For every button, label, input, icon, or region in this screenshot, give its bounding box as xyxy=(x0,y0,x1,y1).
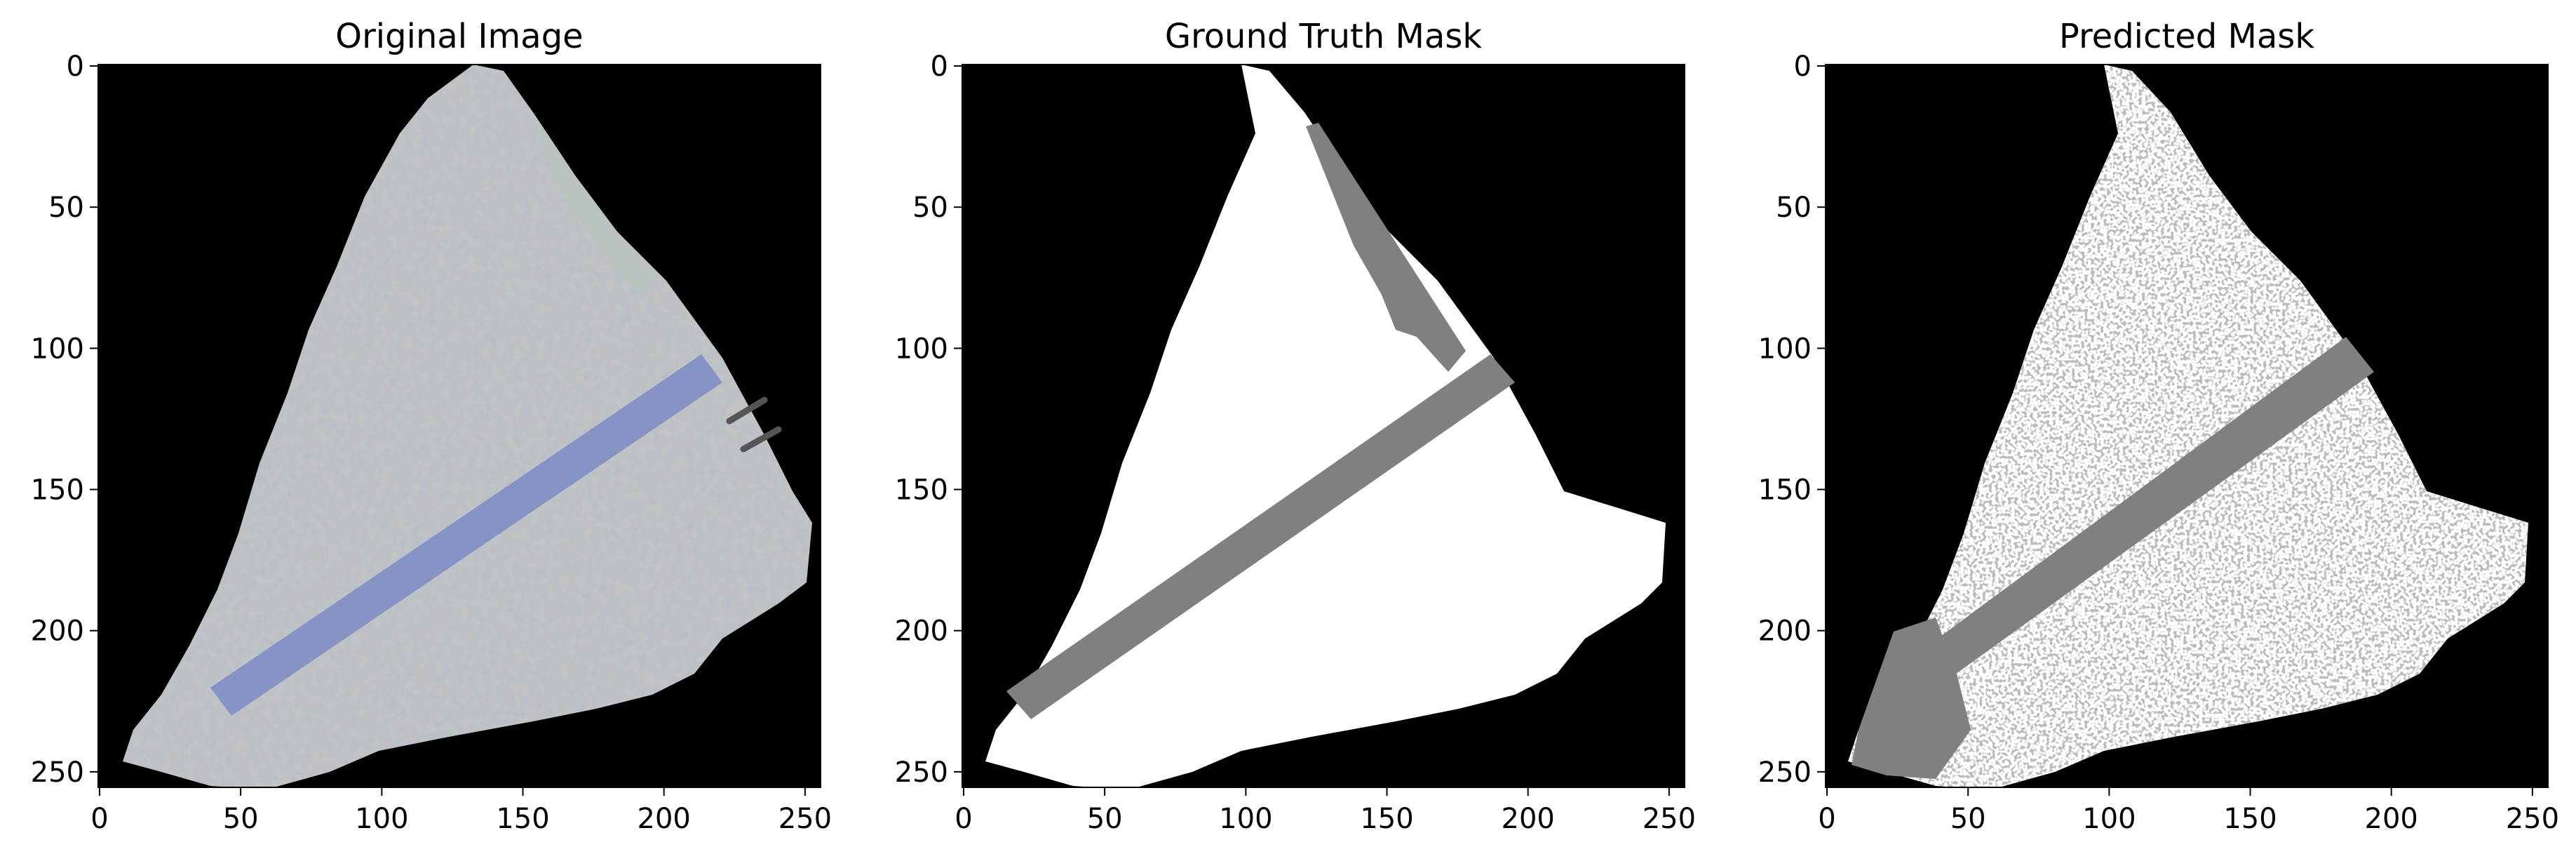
x-tick-label: 200 xyxy=(1502,803,1555,835)
y-tick-label: 150 xyxy=(1758,474,1812,507)
x-tick-label: 50 xyxy=(1087,803,1123,835)
y-tick-label: 200 xyxy=(895,615,948,648)
axes-frame xyxy=(962,64,1685,788)
x-tick-label: 50 xyxy=(223,803,259,835)
mask-gray-edge xyxy=(1306,123,1466,372)
y-tick-label: 50 xyxy=(1776,192,1812,224)
x-tick-label: 250 xyxy=(2506,803,2559,835)
x-axis: 0 50 100 150 200 250 xyxy=(955,787,1696,835)
ink-mark-1 xyxy=(726,396,768,425)
axes-frame xyxy=(97,64,821,788)
image-area xyxy=(98,65,821,787)
x-tick-label: 100 xyxy=(2082,803,2136,835)
mask-gray-tape xyxy=(1006,354,1515,719)
blue-tape-strip xyxy=(210,354,722,716)
x-tick-label: 200 xyxy=(638,803,691,835)
y-tick-label: 250 xyxy=(1758,756,1812,789)
y-tick-label: 0 xyxy=(931,51,948,83)
y-tick-label: 100 xyxy=(1758,333,1812,365)
mask-gray-corner xyxy=(1852,618,1971,779)
x-tick-label: 0 xyxy=(1818,803,1835,835)
y-axis: 0 50 100 150 200 250 xyxy=(895,51,962,789)
y-tick-label: 200 xyxy=(1758,615,1812,648)
y-tick-label: 50 xyxy=(912,192,948,224)
mask-gray-tape xyxy=(1890,337,2374,709)
y-tick-label: 100 xyxy=(895,333,948,365)
x-tick-label: 150 xyxy=(496,803,549,835)
image-area xyxy=(962,65,1685,787)
panel-ground-truth-mask: Ground Truth Mask 0 50 100 150 200 250 0 50 100… xyxy=(895,17,1696,835)
x-tick-label: 250 xyxy=(778,803,832,835)
x-tick-label: 0 xyxy=(955,803,972,835)
x-tick-label: 250 xyxy=(1643,803,1696,835)
image-area xyxy=(1826,65,2548,787)
axes-frame xyxy=(1825,64,2549,788)
y-tick-label: 0 xyxy=(1794,51,1812,83)
y-axis: 0 50 100 150 200 250 xyxy=(1758,51,1826,789)
x-tick-label: 100 xyxy=(1219,803,1272,835)
panel-original-image: Original Image 0 50 100 150 200 250 0 50 100 150… xyxy=(31,17,832,835)
x-tick-label: 0 xyxy=(90,803,108,835)
y-axis: 0 50 100 150 200 250 xyxy=(31,51,98,789)
x-axis: 0 50 100 150 200 250 xyxy=(90,787,832,835)
panel-title: Ground Truth Mask xyxy=(1165,17,1483,56)
x-tick-label: 200 xyxy=(2365,803,2418,835)
y-tick-label: 50 xyxy=(48,192,84,224)
y-tick-label: 250 xyxy=(31,756,84,789)
fragment-texture xyxy=(123,65,812,787)
y-tick-label: 100 xyxy=(31,333,84,365)
panel-title: Predicted Mask xyxy=(2059,17,2314,56)
x-tick-label: 100 xyxy=(355,803,408,835)
panel-title: Original Image xyxy=(335,17,583,56)
x-tick-label: 150 xyxy=(2223,803,2277,835)
y-tick-label: 250 xyxy=(895,756,948,789)
x-tick-label: 150 xyxy=(1360,803,1413,835)
fragment-greenish-edge xyxy=(533,112,659,295)
y-tick-label: 150 xyxy=(31,474,84,507)
panel-predicted-mask: Predicted Mask 0 50 100 150 200 250 0 50 100 150… xyxy=(1758,17,2559,835)
x-tick-label: 50 xyxy=(1950,803,1986,835)
y-tick-label: 150 xyxy=(895,474,948,507)
ink-mark-2 xyxy=(740,426,782,453)
x-axis: 0 50 100 150 200 250 xyxy=(1818,787,2559,835)
y-tick-label: 200 xyxy=(31,615,84,648)
y-tick-label: 0 xyxy=(67,51,84,83)
